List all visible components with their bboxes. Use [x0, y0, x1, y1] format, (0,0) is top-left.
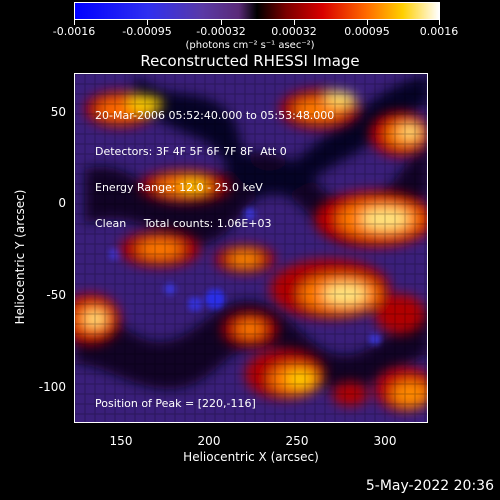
- colorbar-tick-label: 0.00095: [344, 25, 390, 38]
- colorbar-tick: [74, 20, 75, 25]
- colorbar-tick-label: 0.0016: [419, 25, 459, 38]
- colorbar-tick: [367, 20, 368, 25]
- y-axis-label: Heliocentric Y (arcsec): [13, 189, 27, 325]
- footer-date: 5-May-2022 20:36: [365, 478, 494, 494]
- reconstructed-image-map: [75, 74, 427, 422]
- x-tick-label: 150: [109, 434, 133, 448]
- colorbar-tick-label: 0.00032: [271, 25, 317, 38]
- colorbar: [74, 2, 440, 20]
- image-info-text: 20-Mar-2006 05:52:40.000 to 05:53:48.000…: [95, 86, 334, 254]
- colorbar-units-label: (photons cm⁻² s⁻¹ asec⁻²): [185, 40, 315, 51]
- image-title: Reconstructed RHESSI Image: [140, 52, 360, 70]
- image-plot-area: 20-Mar-2006 05:52:40.000 to 05:53:48.000…: [74, 73, 428, 423]
- y-tick-label: 50: [50, 105, 66, 119]
- colorbar-tick-label: -0.0016: [52, 25, 96, 38]
- colorbar-tick: [221, 20, 222, 25]
- y-tick-label: 0: [58, 196, 66, 210]
- info-line: Clean Total counts: 1.06E+03: [95, 217, 272, 230]
- colorbar-tick-label: -0.00032: [196, 25, 246, 38]
- x-tick-label: 300: [373, 434, 397, 448]
- x-axis-label: Heliocentric X (arcsec): [183, 450, 319, 464]
- info-line: Detectors: 3F 4F 5F 6F 7F 8F Att 0: [95, 145, 287, 158]
- colorbar-tick: [294, 20, 295, 25]
- colorbar-tick: [439, 20, 440, 25]
- x-tick-label: 200: [197, 434, 221, 448]
- colorbar-tick: [147, 20, 148, 25]
- y-tick-label: -50: [46, 288, 66, 302]
- info-line: 20-Mar-2006 05:52:40.000 to 05:53:48.000: [95, 109, 335, 122]
- colorbar-tick-label: -0.00095: [122, 25, 172, 38]
- x-tick-label: 250: [285, 434, 309, 448]
- info-line: Energy Range: 12.0 - 25.0 keV: [95, 181, 263, 194]
- peak-position-label: Position of Peak = [220,-116]: [95, 397, 256, 410]
- y-tick-label: -100: [38, 380, 66, 394]
